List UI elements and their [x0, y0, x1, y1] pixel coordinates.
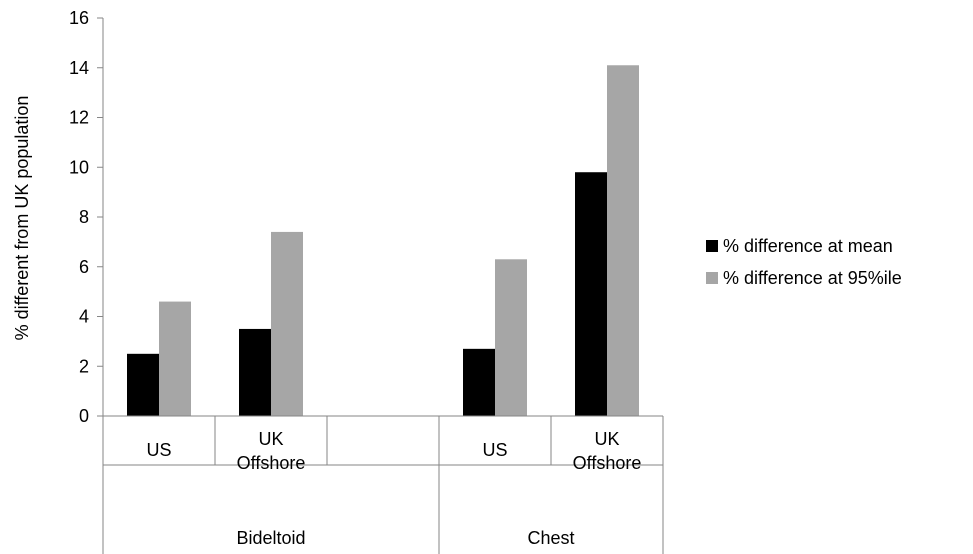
y-tick-label-2: 4	[79, 307, 89, 327]
group-label-0: Bideltoid	[236, 528, 305, 548]
legend-label-1: % difference at 95%ile	[723, 268, 902, 288]
y-tick-label-5: 10	[69, 157, 89, 177]
category-labels-layer: US UK Offshore US UK Offshore Bideltoid Chest	[146, 429, 641, 548]
y-axis-label: % different from UK population	[12, 96, 32, 341]
y-ticks-layer: 0 2 4 6 8 10 12 14 16	[69, 8, 103, 426]
legend: % difference at mean % difference at 95%i…	[706, 236, 902, 288]
group-label-1: Chest	[527, 528, 574, 548]
category-label-3: US	[482, 440, 507, 460]
y-tick-label-1: 2	[79, 356, 89, 376]
bar-mean-3	[463, 348, 495, 416]
bar-95ile-3	[495, 259, 527, 416]
y-tick-label-7: 14	[69, 58, 89, 78]
y-tick-label-3: 6	[79, 257, 89, 277]
bar-95ile-1	[271, 231, 303, 416]
bar-mean-0	[127, 353, 159, 416]
bar-mean-1	[239, 328, 271, 416]
category-label-1: UK Offshore	[237, 429, 306, 473]
category-label-4: UK Offshore	[573, 429, 642, 473]
y-tick-label-6: 12	[69, 108, 89, 128]
bars-layer	[127, 65, 639, 416]
bar-95ile-0	[159, 301, 191, 416]
y-tick-label-4: 8	[79, 207, 89, 227]
y-tick-label-0: 0	[79, 406, 89, 426]
legend-swatch-1	[706, 272, 718, 284]
category-label-0: US	[146, 440, 171, 460]
bar-mean-4	[575, 172, 607, 416]
bar-95ile-4	[607, 65, 639, 416]
legend-swatch-0	[706, 240, 718, 252]
y-tick-label-8: 16	[69, 8, 89, 28]
legend-label-0: % difference at mean	[723, 236, 893, 256]
